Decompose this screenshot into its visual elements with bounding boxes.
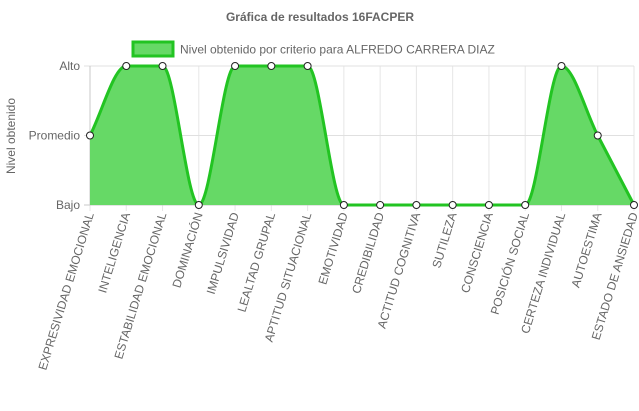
data-point xyxy=(593,131,602,140)
data-point xyxy=(412,201,421,209)
x-tick-label: IMPULSIVIDAD xyxy=(204,210,242,295)
legend[interactable]: Nivel obtenido por criterio para ALFREDO… xyxy=(131,40,495,58)
area-fill xyxy=(90,66,634,205)
y-tick-label: Bajo xyxy=(56,198,80,212)
data-point xyxy=(122,62,131,70)
data-point xyxy=(194,201,203,209)
x-tick-label: CONSCIENCIA xyxy=(458,211,496,295)
data-point xyxy=(267,62,276,70)
data-point xyxy=(484,201,493,209)
data-point xyxy=(339,201,348,209)
legend-swatch xyxy=(131,40,175,58)
x-tick-label: INTELIGENCIA xyxy=(95,211,133,295)
x-tick-label: LEALTAD GRUPAL xyxy=(235,210,279,313)
data-point xyxy=(521,201,530,209)
x-axis-ticks: EXPRESIVIDAD EMOCIONALINTELIGENCIAESTABI… xyxy=(36,210,639,372)
series-points xyxy=(86,62,638,209)
y-axis-label: Nivel obtenido xyxy=(4,98,18,174)
data-point xyxy=(448,201,457,209)
legend-label: Nivel obtenido por criterio para ALFREDO… xyxy=(180,43,495,57)
data-point xyxy=(231,62,240,70)
chart-title: Gráfica de resultados 16FACPER xyxy=(226,10,414,24)
x-tick-label: EXPRESIVIDAD EMOCIONAL xyxy=(36,210,97,371)
data-point xyxy=(158,62,167,70)
y-tick-label: Alto xyxy=(59,59,80,73)
y-axis-ticks: Bajo Promedio Alto xyxy=(29,59,81,212)
data-point xyxy=(376,201,385,209)
data-point xyxy=(303,62,312,70)
x-tick-label: CREDIBILIDAD xyxy=(349,210,387,295)
data-point xyxy=(630,201,638,209)
data-point xyxy=(86,131,94,140)
y-tick-label: Promedio xyxy=(29,129,81,143)
data-point xyxy=(557,62,566,70)
x-tick-label: SUTILEZA xyxy=(429,211,459,270)
x-tick-label: DOMINACIÓN xyxy=(169,210,206,289)
x-tick-label: POSICIÓN SOCIAL xyxy=(487,210,532,316)
x-tick-label: AUTOESTIMA xyxy=(568,211,604,289)
x-tick-label: EMOTIVIDAD xyxy=(316,210,351,286)
